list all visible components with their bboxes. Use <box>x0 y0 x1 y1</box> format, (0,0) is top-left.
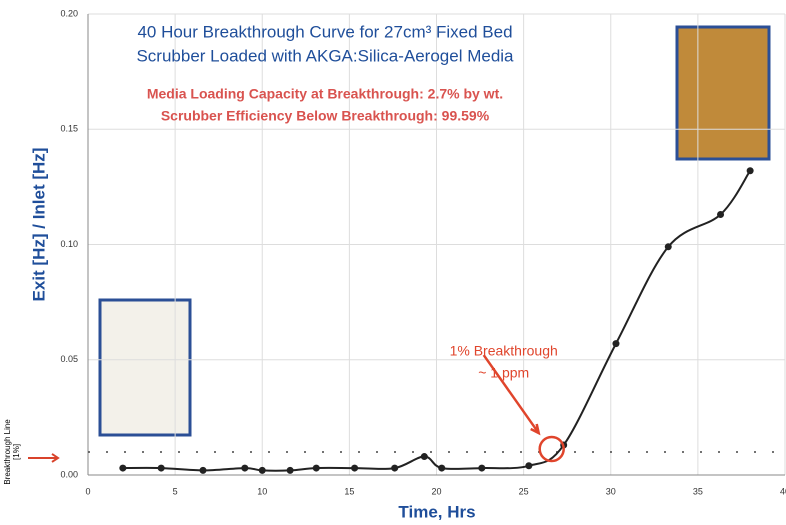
y-tick-label: 0.15 <box>60 124 78 134</box>
x-tick-label: 30 <box>606 486 616 496</box>
point <box>287 467 294 474</box>
x-tick-label: 40 <box>780 486 786 496</box>
point <box>421 453 428 460</box>
y-tick-label: 0.05 <box>60 354 78 364</box>
point <box>438 465 445 472</box>
point <box>158 465 165 472</box>
point <box>747 167 754 174</box>
point <box>241 465 248 472</box>
chart: 0.00 0.05 0.10 0.15 0.20 0 5 10 15 20 25 30 35 40 Brea… <box>0 0 786 525</box>
x-tick-label: 10 <box>257 486 267 496</box>
point <box>525 462 532 469</box>
x-axis-title: Time, Hrs <box>398 502 475 521</box>
point <box>478 465 485 472</box>
annotation-text: ~ 1 ppm <box>478 365 529 381</box>
point <box>119 465 126 472</box>
point <box>665 243 672 250</box>
point <box>612 340 619 347</box>
y-tick-label: 0.00 <box>60 469 78 479</box>
chart-title: 40 Hour Breakthrough Curve for 27cm³ Fix… <box>137 22 512 41</box>
media-photo-after <box>677 27 769 159</box>
x-tick-label: 25 <box>519 486 529 496</box>
x-tick-label: 5 <box>173 486 178 496</box>
chart-title: Scrubber Loaded with AKGA:Silica-Aerogel… <box>136 46 514 65</box>
y-tick-label: 0.20 <box>60 8 78 18</box>
breakthrough-label: [1%] <box>12 444 21 460</box>
x-tick-label: 0 <box>85 486 90 496</box>
y-axis-title: Exit [Hz] / Inlet [Hz] <box>29 148 48 302</box>
y-tick-label: 0.10 <box>60 239 78 249</box>
annotation-text: 1% Breakthrough <box>450 343 558 359</box>
x-tick-label: 15 <box>344 486 354 496</box>
point <box>313 465 320 472</box>
x-tick-label: 20 <box>431 486 441 496</box>
chart-subtitle: Scrubber Efficiency Below Breakthrough: … <box>161 108 490 124</box>
chart-subtitle: Media Loading Capacity at Breakthrough: … <box>147 86 503 102</box>
breakthrough-label: Breakthrough Line <box>3 419 12 485</box>
point <box>391 465 398 472</box>
media-photo-before <box>100 300 190 435</box>
point <box>351 465 358 472</box>
x-tick-label: 35 <box>693 486 703 496</box>
point <box>200 467 207 474</box>
point <box>717 211 724 218</box>
point <box>259 467 266 474</box>
breakthrough-arrow <box>28 454 58 462</box>
